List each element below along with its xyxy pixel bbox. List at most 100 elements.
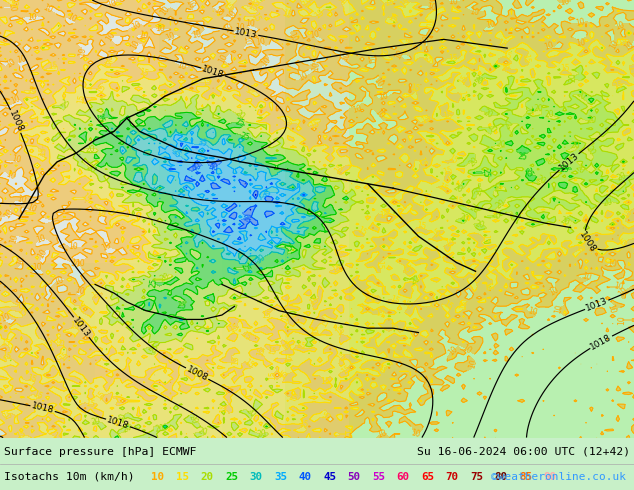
Text: 15: 15 xyxy=(387,12,399,24)
Text: 10: 10 xyxy=(260,55,273,69)
Text: 10: 10 xyxy=(448,0,458,7)
Text: 20: 20 xyxy=(602,198,613,208)
Text: 15: 15 xyxy=(481,234,489,244)
Text: 15: 15 xyxy=(250,0,261,8)
Text: 15: 15 xyxy=(242,358,256,370)
Text: 85: 85 xyxy=(519,472,532,482)
Text: 15: 15 xyxy=(319,316,332,329)
Text: 20: 20 xyxy=(495,140,507,150)
Text: 15: 15 xyxy=(373,260,383,270)
Text: 10: 10 xyxy=(105,30,117,43)
Text: 10: 10 xyxy=(223,22,236,34)
Text: 15: 15 xyxy=(457,73,470,86)
Text: 1013: 1013 xyxy=(234,26,258,40)
Bar xyxy=(95,241,222,438)
Text: 15: 15 xyxy=(301,0,313,10)
Text: 10: 10 xyxy=(297,70,310,83)
Text: 10: 10 xyxy=(426,2,437,12)
Text: 15: 15 xyxy=(111,393,124,406)
Text: 15: 15 xyxy=(388,294,400,306)
Text: 10: 10 xyxy=(15,195,27,205)
Text: 15: 15 xyxy=(41,336,55,349)
Text: 15: 15 xyxy=(618,36,630,48)
Text: 10: 10 xyxy=(129,38,141,50)
Text: 1018: 1018 xyxy=(30,401,55,416)
Text: 15: 15 xyxy=(79,191,92,204)
Text: 30: 30 xyxy=(250,472,262,482)
Text: 15: 15 xyxy=(482,282,493,292)
Text: 25: 25 xyxy=(281,242,294,255)
Text: 15: 15 xyxy=(453,196,463,206)
Text: 10: 10 xyxy=(410,429,422,440)
Text: 20: 20 xyxy=(489,210,501,222)
Text: 15: 15 xyxy=(389,323,399,332)
Text: 10: 10 xyxy=(235,23,245,32)
Text: 20: 20 xyxy=(472,74,484,87)
Text: 15: 15 xyxy=(321,409,333,422)
Text: 20: 20 xyxy=(468,155,481,169)
Text: 15: 15 xyxy=(456,90,467,101)
Text: 10: 10 xyxy=(164,31,177,43)
Text: 20: 20 xyxy=(159,271,171,284)
Text: 10: 10 xyxy=(16,55,27,66)
Text: 15: 15 xyxy=(436,182,449,195)
Text: 15: 15 xyxy=(268,370,277,380)
Text: 40: 40 xyxy=(245,212,254,222)
Text: 20: 20 xyxy=(559,216,571,227)
Text: 15: 15 xyxy=(398,0,411,9)
Text: 20: 20 xyxy=(523,105,532,115)
Text: 15: 15 xyxy=(280,310,292,322)
Text: 10: 10 xyxy=(10,154,22,165)
Text: 80: 80 xyxy=(495,472,507,482)
Text: 15: 15 xyxy=(621,207,634,220)
Text: 15: 15 xyxy=(446,153,460,166)
Text: 10: 10 xyxy=(468,358,479,370)
Text: 15: 15 xyxy=(77,94,87,105)
Text: 20: 20 xyxy=(244,406,257,419)
Text: 25: 25 xyxy=(149,278,159,289)
Text: 10: 10 xyxy=(393,48,406,61)
Text: 20: 20 xyxy=(117,412,128,424)
Text: 15: 15 xyxy=(15,429,27,441)
Text: 10: 10 xyxy=(10,94,22,106)
Text: 10: 10 xyxy=(74,286,86,297)
Bar xyxy=(0,0,158,263)
Text: 15: 15 xyxy=(0,339,11,349)
Text: 90: 90 xyxy=(543,472,557,482)
Text: 1008: 1008 xyxy=(7,109,25,134)
Text: 10: 10 xyxy=(378,92,389,102)
Text: 60: 60 xyxy=(396,472,410,482)
Text: 10: 10 xyxy=(36,247,49,260)
Text: 15: 15 xyxy=(26,373,38,385)
Text: 15: 15 xyxy=(277,368,290,382)
Text: 20: 20 xyxy=(86,145,96,153)
Text: 20: 20 xyxy=(467,203,480,216)
Text: 10: 10 xyxy=(15,255,27,267)
Text: 15: 15 xyxy=(280,9,293,21)
Text: 20: 20 xyxy=(491,181,504,194)
Text: 10: 10 xyxy=(3,207,16,220)
Text: 15: 15 xyxy=(444,237,456,248)
Text: 15: 15 xyxy=(287,392,299,404)
Text: 15: 15 xyxy=(282,117,294,128)
Text: 10: 10 xyxy=(100,240,113,253)
Text: 20: 20 xyxy=(481,108,494,120)
Text: 25: 25 xyxy=(480,168,489,178)
Text: 1018: 1018 xyxy=(201,64,226,80)
Text: 10: 10 xyxy=(4,57,17,70)
Text: 15: 15 xyxy=(625,64,634,75)
Text: 15: 15 xyxy=(320,377,330,387)
Text: 20: 20 xyxy=(91,416,101,427)
Text: 10: 10 xyxy=(27,13,37,22)
Text: 10: 10 xyxy=(485,20,496,30)
Text: 20: 20 xyxy=(197,426,208,437)
Text: ©weatheronline.co.uk: ©weatheronline.co.uk xyxy=(491,472,626,482)
Text: 20: 20 xyxy=(58,98,70,111)
Text: 15: 15 xyxy=(410,83,421,94)
Text: 15: 15 xyxy=(245,85,256,95)
Text: 10: 10 xyxy=(42,3,55,15)
Text: 25: 25 xyxy=(94,112,105,123)
Text: 15: 15 xyxy=(309,327,320,337)
Text: 10: 10 xyxy=(36,233,47,245)
Text: 10: 10 xyxy=(0,311,11,323)
